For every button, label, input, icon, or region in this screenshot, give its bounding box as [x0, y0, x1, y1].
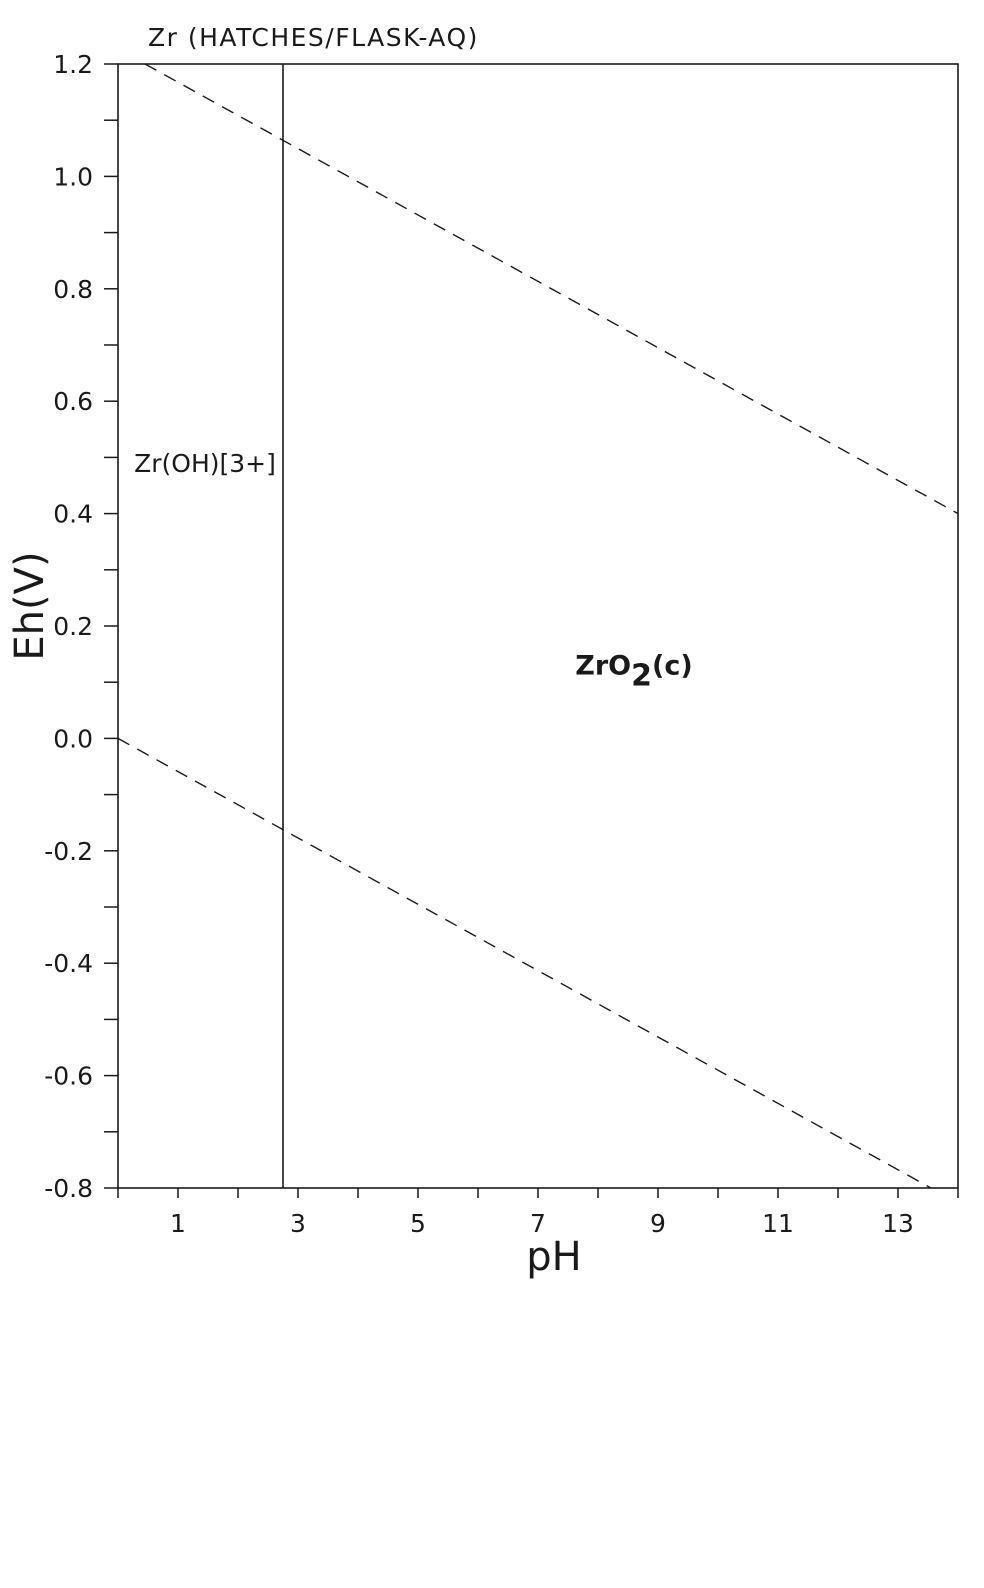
- x-tick-label: 11: [762, 1209, 794, 1238]
- y-axis-title: Eh(V): [7, 551, 53, 660]
- region-labels: Zr(OH)[3+] ZrO2(c): [134, 449, 693, 693]
- y-tick-label: -0.4: [44, 949, 93, 978]
- plot-frame: [117, 63, 959, 1189]
- x-tick-label: 5: [410, 1209, 426, 1238]
- y-tick-label: 0.4: [53, 500, 93, 529]
- chart-title: Zr (HATCHES/FLASK-AQ): [148, 23, 479, 52]
- x-tick-label: 1: [170, 1209, 186, 1238]
- eh-ph-chart: Zr (HATCHES/FLASK-AQ) 1.2 1.0 0.8 0.6 0.4 0.2…: [7, 23, 959, 1280]
- water-stability-line-1: [144, 63, 959, 515]
- y-axis-ticks: 1.2 1.0 0.8 0.6 0.4 0.2 0.0 -0.2 -0.4 -0.6 -0.8: [44, 50, 118, 1203]
- y-tick-label: 0.2: [53, 612, 93, 641]
- y-tick-label: 1.0: [53, 162, 93, 191]
- y-tick-label: 0.6: [53, 387, 93, 416]
- x-tick-label: 9: [650, 1209, 666, 1238]
- series-layer: [117, 63, 959, 1189]
- y-tick-label: -0.6: [44, 1062, 93, 1091]
- y-tick-label: -0.8: [44, 1174, 93, 1203]
- y-tick-label: 0.0: [53, 724, 93, 753]
- x-axis-ticks: 1 3 5 7 9 11 13: [117, 1188, 959, 1238]
- x-tick-label: 13: [882, 1209, 914, 1238]
- region-label-2: ZrO2(c): [575, 650, 692, 693]
- y-tick-label: 1.2: [53, 50, 93, 79]
- x-axis-title: pH: [526, 1234, 581, 1280]
- y-tick-label: -0.2: [44, 837, 93, 866]
- x-tick-label: 3: [290, 1209, 306, 1238]
- water-stability-line-2: [117, 737, 932, 1189]
- region-label-1: Zr(OH)[3+]: [134, 449, 276, 478]
- x-tick-label: 7: [530, 1209, 546, 1238]
- y-tick-label: 0.8: [53, 275, 93, 304]
